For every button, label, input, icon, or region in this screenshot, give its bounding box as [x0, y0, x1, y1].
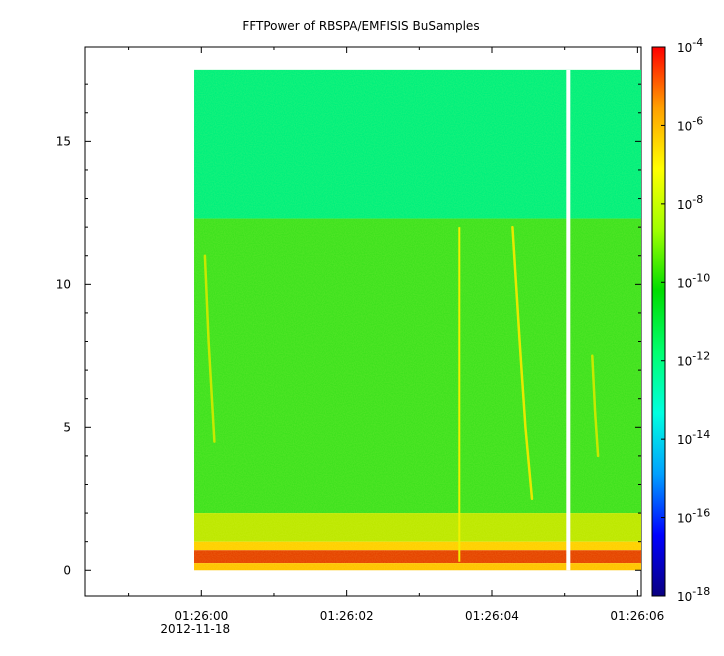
spectrogram-texture [194, 69, 642, 571]
x-tick-label: 01:26:06 [610, 609, 664, 623]
data-gap [566, 69, 571, 571]
x-tick-label: 01:26:02 [320, 609, 374, 623]
y-tick-label: 0 [63, 563, 71, 577]
y-tick-label: 10 [56, 277, 71, 291]
colorbar-tick-label: 10-10 [677, 271, 710, 290]
plot-area [194, 69, 642, 571]
x-tick-label: 01:26:00 [174, 609, 228, 623]
colorbar [651, 46, 666, 597]
y-tick-label: 15 [56, 134, 71, 148]
emission-trace [203, 254, 216, 443]
y-tick-label: 5 [63, 420, 71, 434]
chart-title: FFTPower of RBSPA/EMFISIS BuSamples [242, 19, 479, 33]
colorbar-tick-label: 10-16 [677, 507, 710, 526]
colorbar-tick-label: 10-14 [677, 428, 710, 447]
emission-trace [591, 354, 600, 458]
x-tick-date-label: 2012-11-18 [160, 622, 230, 636]
emission-trace [511, 225, 534, 501]
colorbar-tick-label: 10-8 [677, 193, 703, 212]
x-tick-label: 01:26:04 [465, 609, 519, 623]
colorbar-tick-label: 10-18 [677, 585, 710, 604]
colorbar-tick-label: 10-6 [677, 114, 703, 133]
colorbar-axis: 10-4 10-6 10-8 10-10 10-12 10-14 10-16 10-18 [661, 36, 710, 604]
colorbar-tick-label: 10-4 [677, 36, 703, 55]
colorbar-tick-label: 10-12 [677, 350, 710, 369]
y-axis: 0 5 10 15 [56, 83, 641, 577]
